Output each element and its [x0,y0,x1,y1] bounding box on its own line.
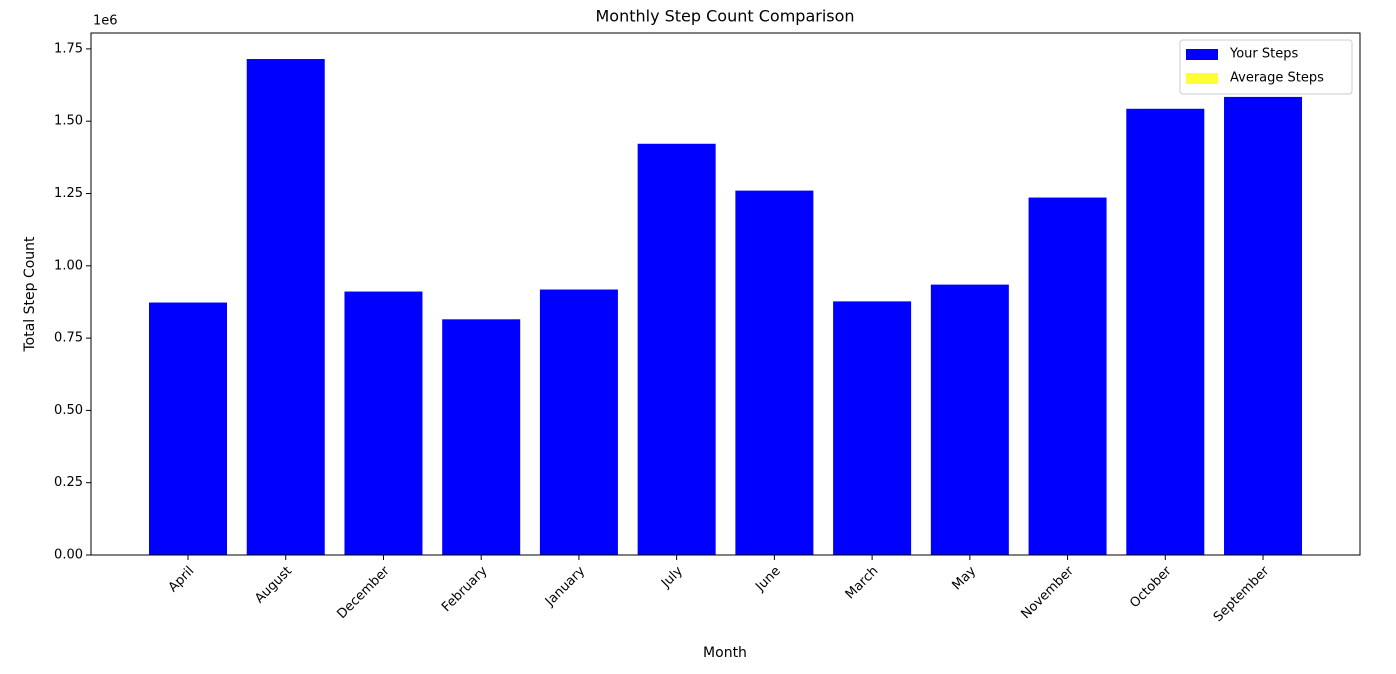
plot-frame [90,32,1361,556]
x-tick-label: May [950,563,980,593]
bar [246,59,325,555]
x-tick-label: July [658,563,686,591]
x-tick-label: January [542,563,588,609]
y-tick-label: 1.50 [54,114,83,129]
x-tick-label: November [1018,563,1077,622]
bar [833,301,912,555]
x-tick-label: April [166,564,198,596]
x-tick-label: October [1127,563,1175,611]
y-tick-label: 0.75 [54,331,83,346]
y-tick-label: 1.25 [54,186,83,201]
bar [442,319,521,555]
y-tick-label: 1.00 [54,258,83,273]
x-tick-label: June [752,564,783,595]
x-axis-label: Month [703,645,747,661]
legend-swatch [1186,73,1218,84]
x-tick-label: December [334,563,393,622]
bar [930,284,1009,555]
x-tick-label: March [843,564,882,603]
y-tick-label: 0.25 [54,475,83,490]
x-tick-label: September [1211,563,1273,625]
legend-box [1179,39,1353,95]
legend-label: Your Steps [1229,47,1298,62]
legend-swatch [1186,49,1218,60]
bar [1028,197,1107,555]
bar [637,143,716,555]
legend-label: Average Steps [1230,71,1324,86]
bar [344,291,423,555]
bar [149,302,227,555]
bar [1126,108,1205,555]
bar [539,289,618,555]
x-tick-label: February [439,563,491,615]
bar [1224,96,1303,555]
y-offset-label: 1e6 [93,14,118,29]
chart-title: Monthly Step Count Comparison [595,7,854,26]
y-tick-label: 0.50 [54,403,83,418]
y-axis-label: Total Step Count [22,236,38,353]
x-tick-label: August [252,564,295,607]
bar [735,190,814,555]
y-tick-label: 1.75 [54,41,83,56]
y-tick-label: 0.00 [54,548,83,563]
